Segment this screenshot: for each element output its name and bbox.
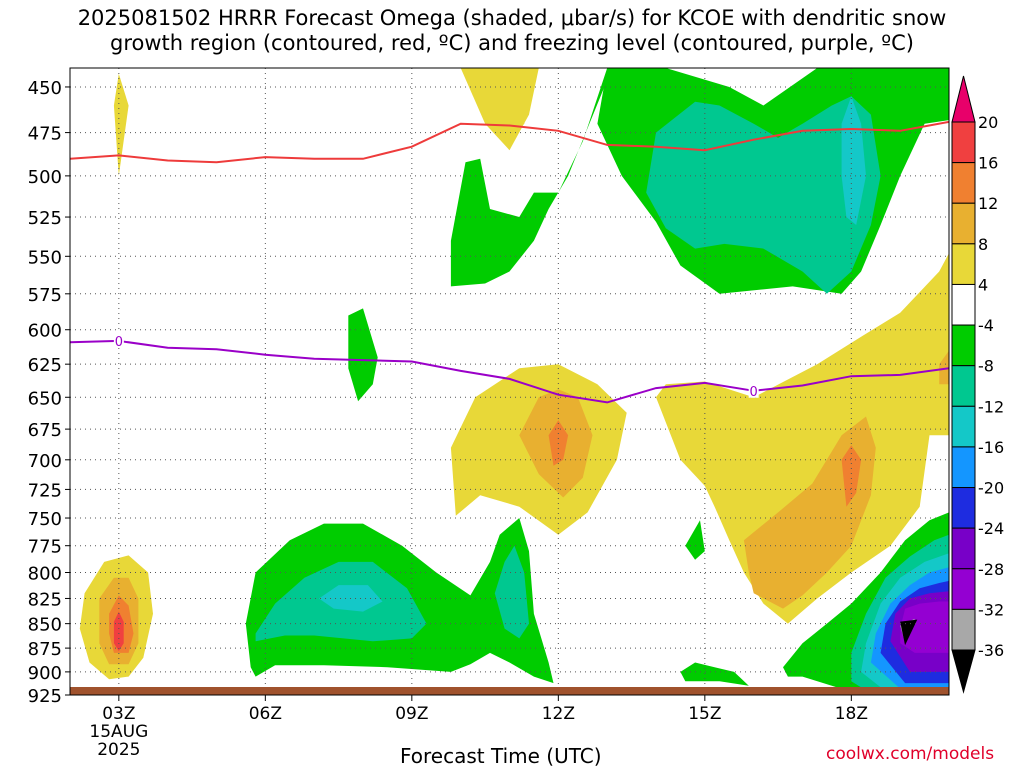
y-tick-label: 600 [28, 321, 62, 342]
x-tick-label: 12Z [542, 704, 575, 724]
y-tick-label: 825 [28, 589, 62, 610]
y-tick-label: 575 [28, 285, 62, 306]
freezing-label-bg [748, 382, 759, 398]
y-tick-label: 925 [28, 686, 62, 707]
colorbar-box [951, 446, 976, 489]
colorbar-box [951, 365, 976, 407]
omega-region-1 [113, 73, 129, 176]
colorbar-label: -32 [978, 600, 1004, 619]
colorbar-label: 20 [978, 113, 998, 132]
colorbar-box [951, 608, 976, 651]
colorbar-label: -36 [978, 641, 1004, 660]
colorbar-box [951, 527, 976, 570]
colorbar-label: 4 [978, 275, 988, 294]
x-axis-label: Forecast Time (UTC) [400, 744, 602, 768]
freezing-label-bg [113, 332, 124, 348]
y-tick-label: 700 [28, 451, 62, 472]
omega-region-20 [113, 611, 124, 651]
y-tick-label: 900 [28, 663, 62, 684]
colorbar-box [951, 568, 976, 610]
x-tick-label: 06Z [249, 704, 282, 724]
colorbar-box [951, 162, 976, 204]
y-tick-label: 475 [28, 124, 62, 145]
omega-region-26 [680, 662, 749, 686]
y-tick-label: 650 [28, 388, 62, 409]
colorbar-box [951, 324, 976, 367]
colorbar-label: 12 [978, 194, 998, 213]
colorbar-box [951, 243, 976, 285]
y-tick-label: 500 [28, 167, 62, 188]
y-tick-label: 750 [28, 509, 62, 530]
omega-region-15 [924, 322, 949, 411]
x-tick-label: 15Z [688, 704, 721, 724]
omega-region-3 [450, 68, 613, 287]
omega-region-33 [900, 601, 949, 653]
colorbar-box [951, 405, 976, 448]
y-tick-label: 675 [28, 420, 62, 441]
omega-region-16 [939, 350, 949, 385]
colorbar-top-arrow [951, 75, 976, 123]
x-tick-sublabel: 2025 [97, 740, 140, 760]
omega-region-25 [685, 520, 705, 560]
omega-region-11 [656, 253, 949, 624]
colorbar-label: -20 [978, 479, 1004, 498]
y-tick-label: 625 [28, 355, 62, 376]
colorbar-label: -12 [978, 397, 1004, 416]
x-tick-sublabel: 15AUG [89, 722, 148, 742]
omega-region-6 [646, 96, 881, 294]
colorbar-label: -24 [978, 519, 1004, 538]
colorbar-box [951, 283, 976, 326]
colorbar-label: 8 [978, 235, 988, 254]
omega-region-5 [348, 308, 378, 402]
credit-text: coolwx.com/models [826, 744, 995, 764]
x-tick-label: 18Z [835, 704, 868, 724]
y-tick-label: 800 [28, 563, 62, 584]
x-tick-label: 03Z [102, 704, 135, 724]
colorbar-label: -8 [978, 357, 994, 376]
omega-core-marker [900, 619, 918, 646]
colorbar-box [951, 202, 976, 245]
x-tick-label: 09Z [395, 704, 428, 724]
colorbar-box [951, 487, 976, 529]
ground-strip [70, 687, 949, 695]
chart-title-line-2: growth region (contoured, red, ºC) and f… [110, 31, 914, 55]
freezing-level-contour [70, 339, 949, 404]
y-tick-label: 725 [28, 480, 62, 501]
omega-region-24 [494, 545, 529, 639]
omega-region-13 [841, 445, 862, 507]
colorbar-label: -28 [978, 560, 1004, 579]
y-tick-label: 525 [28, 208, 62, 229]
colorbar-label: -4 [978, 316, 994, 335]
omega-region-14 [70, 350, 90, 365]
colorbar-label: -16 [978, 438, 1004, 457]
y-tick-label: 775 [28, 537, 62, 558]
colorbar-box [951, 121, 976, 164]
y-tick-label: 850 [28, 615, 62, 636]
freezing-level-label: 0 [750, 385, 758, 400]
y-tick-label: 550 [28, 247, 62, 268]
plot-frame [69, 67, 950, 696]
chart-title-line-1: 2025081502 HRRR Forecast Omega (shaded, … [77, 6, 947, 30]
y-tick-label: 875 [28, 639, 62, 660]
y-tick-label: 450 [28, 78, 62, 99]
dendritic-snow-contour [70, 120, 949, 164]
omega-region-2 [460, 68, 539, 151]
colorbar-bottom-arrow [951, 649, 976, 694]
freezing-level-label: 0 [115, 335, 123, 350]
colorbar-label: 16 [978, 154, 998, 173]
